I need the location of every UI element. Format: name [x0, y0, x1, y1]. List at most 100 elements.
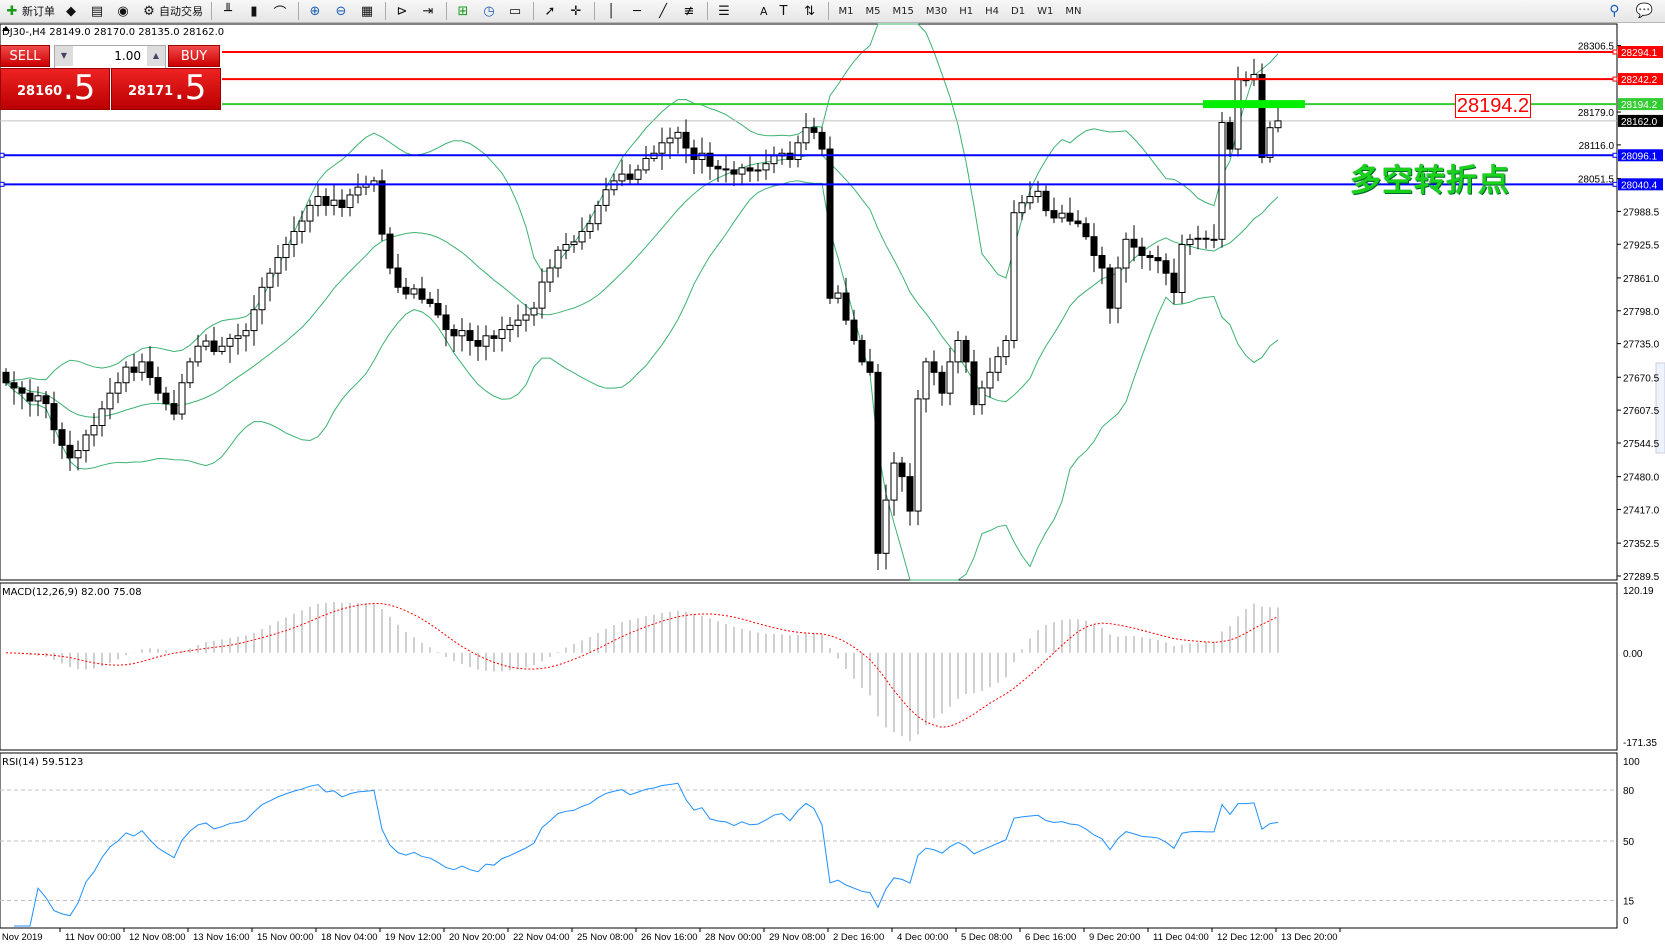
timeframe-h1[interactable]: H1: [959, 5, 974, 17]
chart-shift-button[interactable]: ⊳: [390, 1, 416, 21]
lot-size-field[interactable]: ▼ 1.00 ▲: [54, 45, 166, 69]
candle-body-down: [850, 319, 858, 341]
timeframe-w1[interactable]: W1: [1037, 5, 1054, 17]
candle: [674, 126, 682, 154]
fibo-fan-button[interactable]: ☰: [712, 1, 738, 21]
candle: [970, 349, 978, 416]
candle-body-down: [1138, 246, 1146, 256]
line-chart-icon: ⌒: [273, 5, 287, 21]
chart-window[interactable]: 28294.1 28242.2 28194.2 28096.1 28040.4 28306…: [0, 23, 1665, 947]
side-scroll-tab: [1655, 362, 1665, 454]
candle: [162, 386, 170, 411]
search-icon[interactable]: ⚲: [1609, 3, 1620, 19]
candle: [1202, 230, 1210, 249]
lot-increase-icon[interactable]: ▲: [147, 46, 165, 66]
tile-windows-button[interactable]: ▦: [355, 1, 381, 21]
candle-body-up: [882, 499, 890, 554]
candle: [1130, 225, 1138, 262]
candle-body-down: [1162, 260, 1170, 274]
candle-body-down: [682, 131, 690, 149]
candle: [586, 214, 594, 239]
candle: [850, 309, 858, 345]
bar-chart-button[interactable]: ╨: [216, 1, 242, 21]
text-label-button[interactable]: T: [772, 1, 798, 21]
candle-body-up: [522, 314, 530, 321]
candle-body-down: [130, 366, 138, 373]
auto-scroll-button[interactable]: ⇥: [416, 1, 442, 21]
text-button[interactable]: A: [738, 1, 772, 21]
macd-label: MACD(12,26,9) 82.00 75.08: [2, 587, 142, 598]
candle-body-down: [1130, 238, 1138, 248]
price-tag-bg: [1618, 46, 1663, 58]
candle-body-up: [482, 335, 490, 347]
lot-decrease-icon[interactable]: ▼: [55, 46, 73, 66]
toolbar-separator: [211, 2, 212, 20]
candle: [738, 163, 746, 186]
crosshair-button[interactable]: ✛: [564, 1, 590, 21]
candle-body-up: [122, 366, 130, 384]
zoom-in-button[interactable]: ⊕: [303, 1, 329, 21]
time-axis-label: 11 Dec 04:00: [1153, 932, 1209, 943]
zoom-out-button[interactable]: ⊖: [329, 1, 355, 21]
auto-trading-button[interactable]: ⚙ 自动交易: [137, 1, 207, 21]
candle: [1274, 107, 1282, 133]
zoom-out-icon: ⊖: [335, 3, 347, 19]
candle-body-up: [242, 330, 250, 337]
annotation-pivot-text[interactable]: 多空转折点: [1350, 163, 1510, 199]
candle: [802, 113, 810, 151]
expert-button[interactable]: ◆: [59, 1, 85, 21]
buy-price-main: 28171: [128, 84, 174, 99]
indicators-button[interactable]: ⊞: [451, 1, 477, 21]
time-axis-label: 26 Nov 16:00: [641, 932, 698, 943]
candle: [554, 246, 562, 278]
time-axis-label: 12 Dec 12:00: [1217, 932, 1274, 943]
cursor-button[interactable]: ➚: [538, 1, 564, 21]
candle-body-up: [138, 361, 146, 373]
horizontal-line-button[interactable]: ─: [625, 1, 651, 21]
new-order-button[interactable]: ✚ 新订单: [0, 1, 59, 21]
candle: [1122, 232, 1130, 283]
timeframe-m30[interactable]: M30: [925, 5, 948, 17]
templates-button[interactable]: ▭: [503, 1, 529, 21]
timeframe-m15[interactable]: M15: [892, 5, 914, 17]
line-chart-button[interactable]: ⌒: [268, 1, 294, 21]
candle-body-up: [194, 345, 202, 363]
vertical-line-button[interactable]: │: [599, 1, 625, 21]
timeframe-mn[interactable]: MN: [1065, 5, 1082, 17]
candle-body-down: [1226, 121, 1234, 150]
buy-button[interactable]: BUY: [168, 45, 220, 67]
toolbar: ✚ 新订单 ◆ ▤ ◉ ⚙ 自动交易 ╨ ▮ ⌒ ⊕ ⊖ ▦ ⊳ ⇥ ⊞ ◷ ▭ ➚ ✛ │ ─ ╱ ≢ ☰ A T ⇅ M1 M5 M15…: [0, 0, 1665, 23]
trendline-button[interactable]: ╱: [651, 1, 677, 21]
annotation-price-label[interactable]: 28194.2: [1455, 94, 1531, 118]
sell-price-button[interactable]: 28160 .5: [0, 68, 110, 110]
buy-price-button[interactable]: 28171 .5: [111, 68, 221, 110]
candlestick-button[interactable]: ▮: [242, 1, 268, 21]
candle: [890, 452, 898, 516]
periods-clock-button[interactable]: ◷: [477, 1, 503, 21]
timeframe-m1[interactable]: M1: [838, 5, 854, 17]
line-anchor-handle: [0, 181, 5, 187]
timeframe-m5[interactable]: M5: [865, 5, 881, 17]
sell-button[interactable]: SELL: [0, 45, 50, 67]
toolbar-separator: [298, 2, 299, 20]
signal-button[interactable]: ◉: [111, 1, 137, 21]
candle: [1218, 112, 1226, 248]
candle: [90, 412, 98, 447]
candle: [1162, 253, 1170, 286]
candle-body-down: [842, 292, 850, 321]
fibonacci-button[interactable]: ≢: [677, 1, 703, 21]
price-axis-label: 27988.5: [1623, 207, 1660, 218]
arrows-button[interactable]: ⇅: [798, 1, 824, 21]
candle-body-up: [106, 392, 114, 410]
horizontal-line-icon: ─: [633, 3, 641, 19]
candle-body-down: [858, 339, 866, 363]
candle: [842, 277, 850, 325]
price-tag-bg: [1618, 149, 1663, 162]
timeframe-h4[interactable]: H4: [985, 5, 1000, 17]
chat-icon[interactable]: 💬: [1635, 3, 1653, 19]
time-axis-label: 25 Nov 08:00: [577, 932, 634, 943]
timeframe-d1[interactable]: D1: [1011, 5, 1026, 17]
market-watch-button[interactable]: ▤: [85, 1, 111, 21]
lot-value[interactable]: 1.00: [114, 49, 141, 63]
candle-body-up: [1018, 202, 1026, 214]
